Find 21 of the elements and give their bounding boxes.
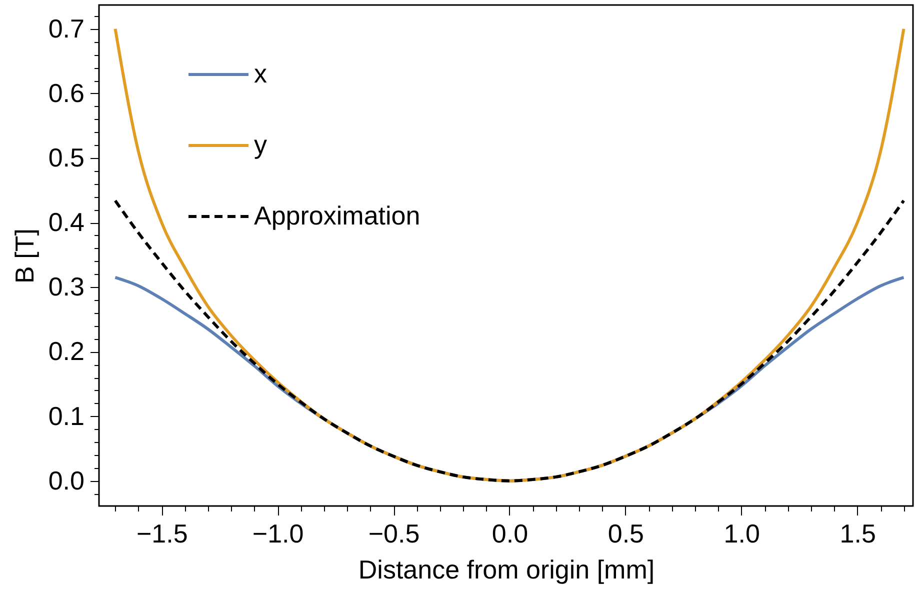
x-tick-label: 0.5 [608, 518, 644, 548]
y-tick-label: 0.3 [48, 272, 84, 302]
y-tick-label: 0.7 [48, 13, 84, 44]
x-tick-label: 0.0 [492, 518, 528, 548]
legend-label: y [254, 130, 267, 160]
y-tick-label: 0.1 [48, 400, 84, 431]
y-tick-label: 0.0 [48, 465, 84, 496]
y-tick-label: 0.4 [48, 207, 84, 238]
x-tick-label: 1.0 [724, 518, 760, 548]
y-tick-label: 0.2 [48, 336, 84, 366]
legend-label: x [254, 58, 267, 88]
y-tick-label: 0.5 [48, 142, 84, 173]
x-tick-label: −1.5 [136, 518, 188, 548]
y-tick-label: 0.6 [48, 78, 84, 108]
line-series [114, 199, 906, 482]
y-axis-title: B [T] [9, 228, 40, 284]
x-tick-label: −0.5 [368, 518, 420, 548]
x-axis-title: Distance from origin [mm] [358, 554, 655, 584]
x-tick-label: −1.0 [252, 518, 304, 548]
x-tick-label: 1.5 [840, 518, 876, 548]
legend-label: Approximation [254, 200, 420, 230]
